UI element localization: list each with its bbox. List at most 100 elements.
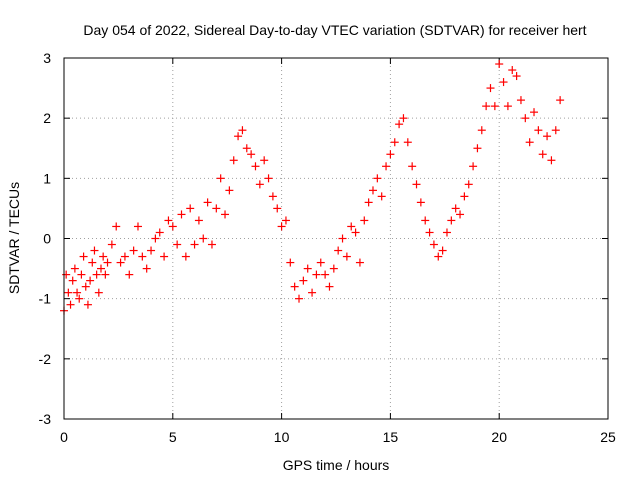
data-point xyxy=(101,270,110,279)
data-point xyxy=(364,198,373,207)
data-point xyxy=(173,240,182,249)
data-point xyxy=(133,222,142,231)
data-point xyxy=(125,270,134,279)
data-point xyxy=(151,234,160,243)
data-point xyxy=(386,150,395,159)
data-point xyxy=(75,294,84,303)
data-point xyxy=(351,228,360,237)
data-point xyxy=(377,192,386,201)
data-point xyxy=(70,264,79,273)
data-point xyxy=(142,264,151,273)
data-point xyxy=(429,240,438,249)
data-point xyxy=(329,264,338,273)
data-point xyxy=(469,162,478,171)
data-point xyxy=(255,180,264,189)
plot-frame xyxy=(63,57,609,420)
data-point xyxy=(155,228,164,237)
data-point xyxy=(83,300,92,309)
data-point xyxy=(92,270,101,279)
data-point xyxy=(99,252,108,261)
data-point xyxy=(438,246,447,255)
data-point xyxy=(347,222,356,231)
data-point xyxy=(308,288,317,297)
data-point xyxy=(138,252,147,261)
data-point xyxy=(551,126,560,135)
data-point xyxy=(281,216,290,225)
x-tick-label: 25 xyxy=(600,429,616,445)
data-point xyxy=(66,300,75,309)
data-point xyxy=(503,102,512,111)
data-point xyxy=(434,252,443,261)
data-point xyxy=(290,282,299,291)
data-point xyxy=(416,198,425,207)
data-point xyxy=(408,162,417,171)
data-point xyxy=(486,84,495,93)
data-point xyxy=(86,276,95,285)
data-point xyxy=(451,204,460,213)
data-point xyxy=(68,276,77,285)
data-points xyxy=(60,60,565,315)
data-point xyxy=(312,270,321,279)
data-point xyxy=(425,228,434,237)
data-point xyxy=(460,192,469,201)
data-point xyxy=(543,132,552,141)
data-point xyxy=(199,234,208,243)
data-point xyxy=(342,252,351,261)
data-point xyxy=(79,252,88,261)
data-point xyxy=(303,264,312,273)
chart-title: Day 054 of 2022, Sidereal Day-to-day VTE… xyxy=(83,22,586,38)
data-point xyxy=(373,174,382,183)
data-point xyxy=(277,222,286,231)
data-point xyxy=(103,258,112,267)
data-point xyxy=(247,150,256,159)
y-tick-label: -3 xyxy=(39,411,52,427)
data-point xyxy=(64,288,73,297)
data-point xyxy=(321,270,330,279)
data-point xyxy=(334,246,343,255)
data-point xyxy=(260,156,269,165)
data-point xyxy=(530,108,539,117)
data-point xyxy=(490,102,499,111)
data-point xyxy=(168,222,177,231)
data-point xyxy=(368,186,377,195)
data-point xyxy=(412,180,421,189)
data-point xyxy=(116,258,125,267)
data-point xyxy=(447,216,456,225)
data-point xyxy=(516,96,525,105)
data-point xyxy=(96,264,105,273)
data-point xyxy=(547,156,556,165)
data-point xyxy=(203,198,212,207)
data-point xyxy=(225,186,234,195)
data-point xyxy=(234,132,243,141)
data-point xyxy=(299,276,308,285)
data-point xyxy=(399,114,408,123)
data-point xyxy=(464,180,473,189)
y-tick-label: 0 xyxy=(43,231,51,247)
data-point xyxy=(147,246,156,255)
data-point xyxy=(477,126,486,135)
data-point xyxy=(556,96,565,105)
x-tick-labels: 0 5 10 15 20 25 xyxy=(60,429,616,445)
y-tick-label: 1 xyxy=(43,170,51,186)
data-point xyxy=(186,204,195,213)
x-tick-label: 5 xyxy=(169,429,177,445)
x-tick-label: 20 xyxy=(491,429,507,445)
data-point xyxy=(456,210,465,219)
data-point xyxy=(73,288,82,297)
data-point xyxy=(421,216,430,225)
data-point xyxy=(238,126,247,135)
data-point xyxy=(107,240,116,249)
y-tick-label: -1 xyxy=(39,291,52,307)
data-point xyxy=(286,258,295,267)
grid-lines xyxy=(64,58,608,419)
data-point xyxy=(216,174,225,183)
y-axis-label: SDTVAR / TECUs xyxy=(6,182,22,294)
data-point xyxy=(77,270,86,279)
data-point xyxy=(395,120,404,129)
data-point xyxy=(88,258,97,267)
data-point xyxy=(221,210,230,219)
data-point xyxy=(177,210,186,219)
data-point xyxy=(229,156,238,165)
data-point xyxy=(338,234,347,243)
